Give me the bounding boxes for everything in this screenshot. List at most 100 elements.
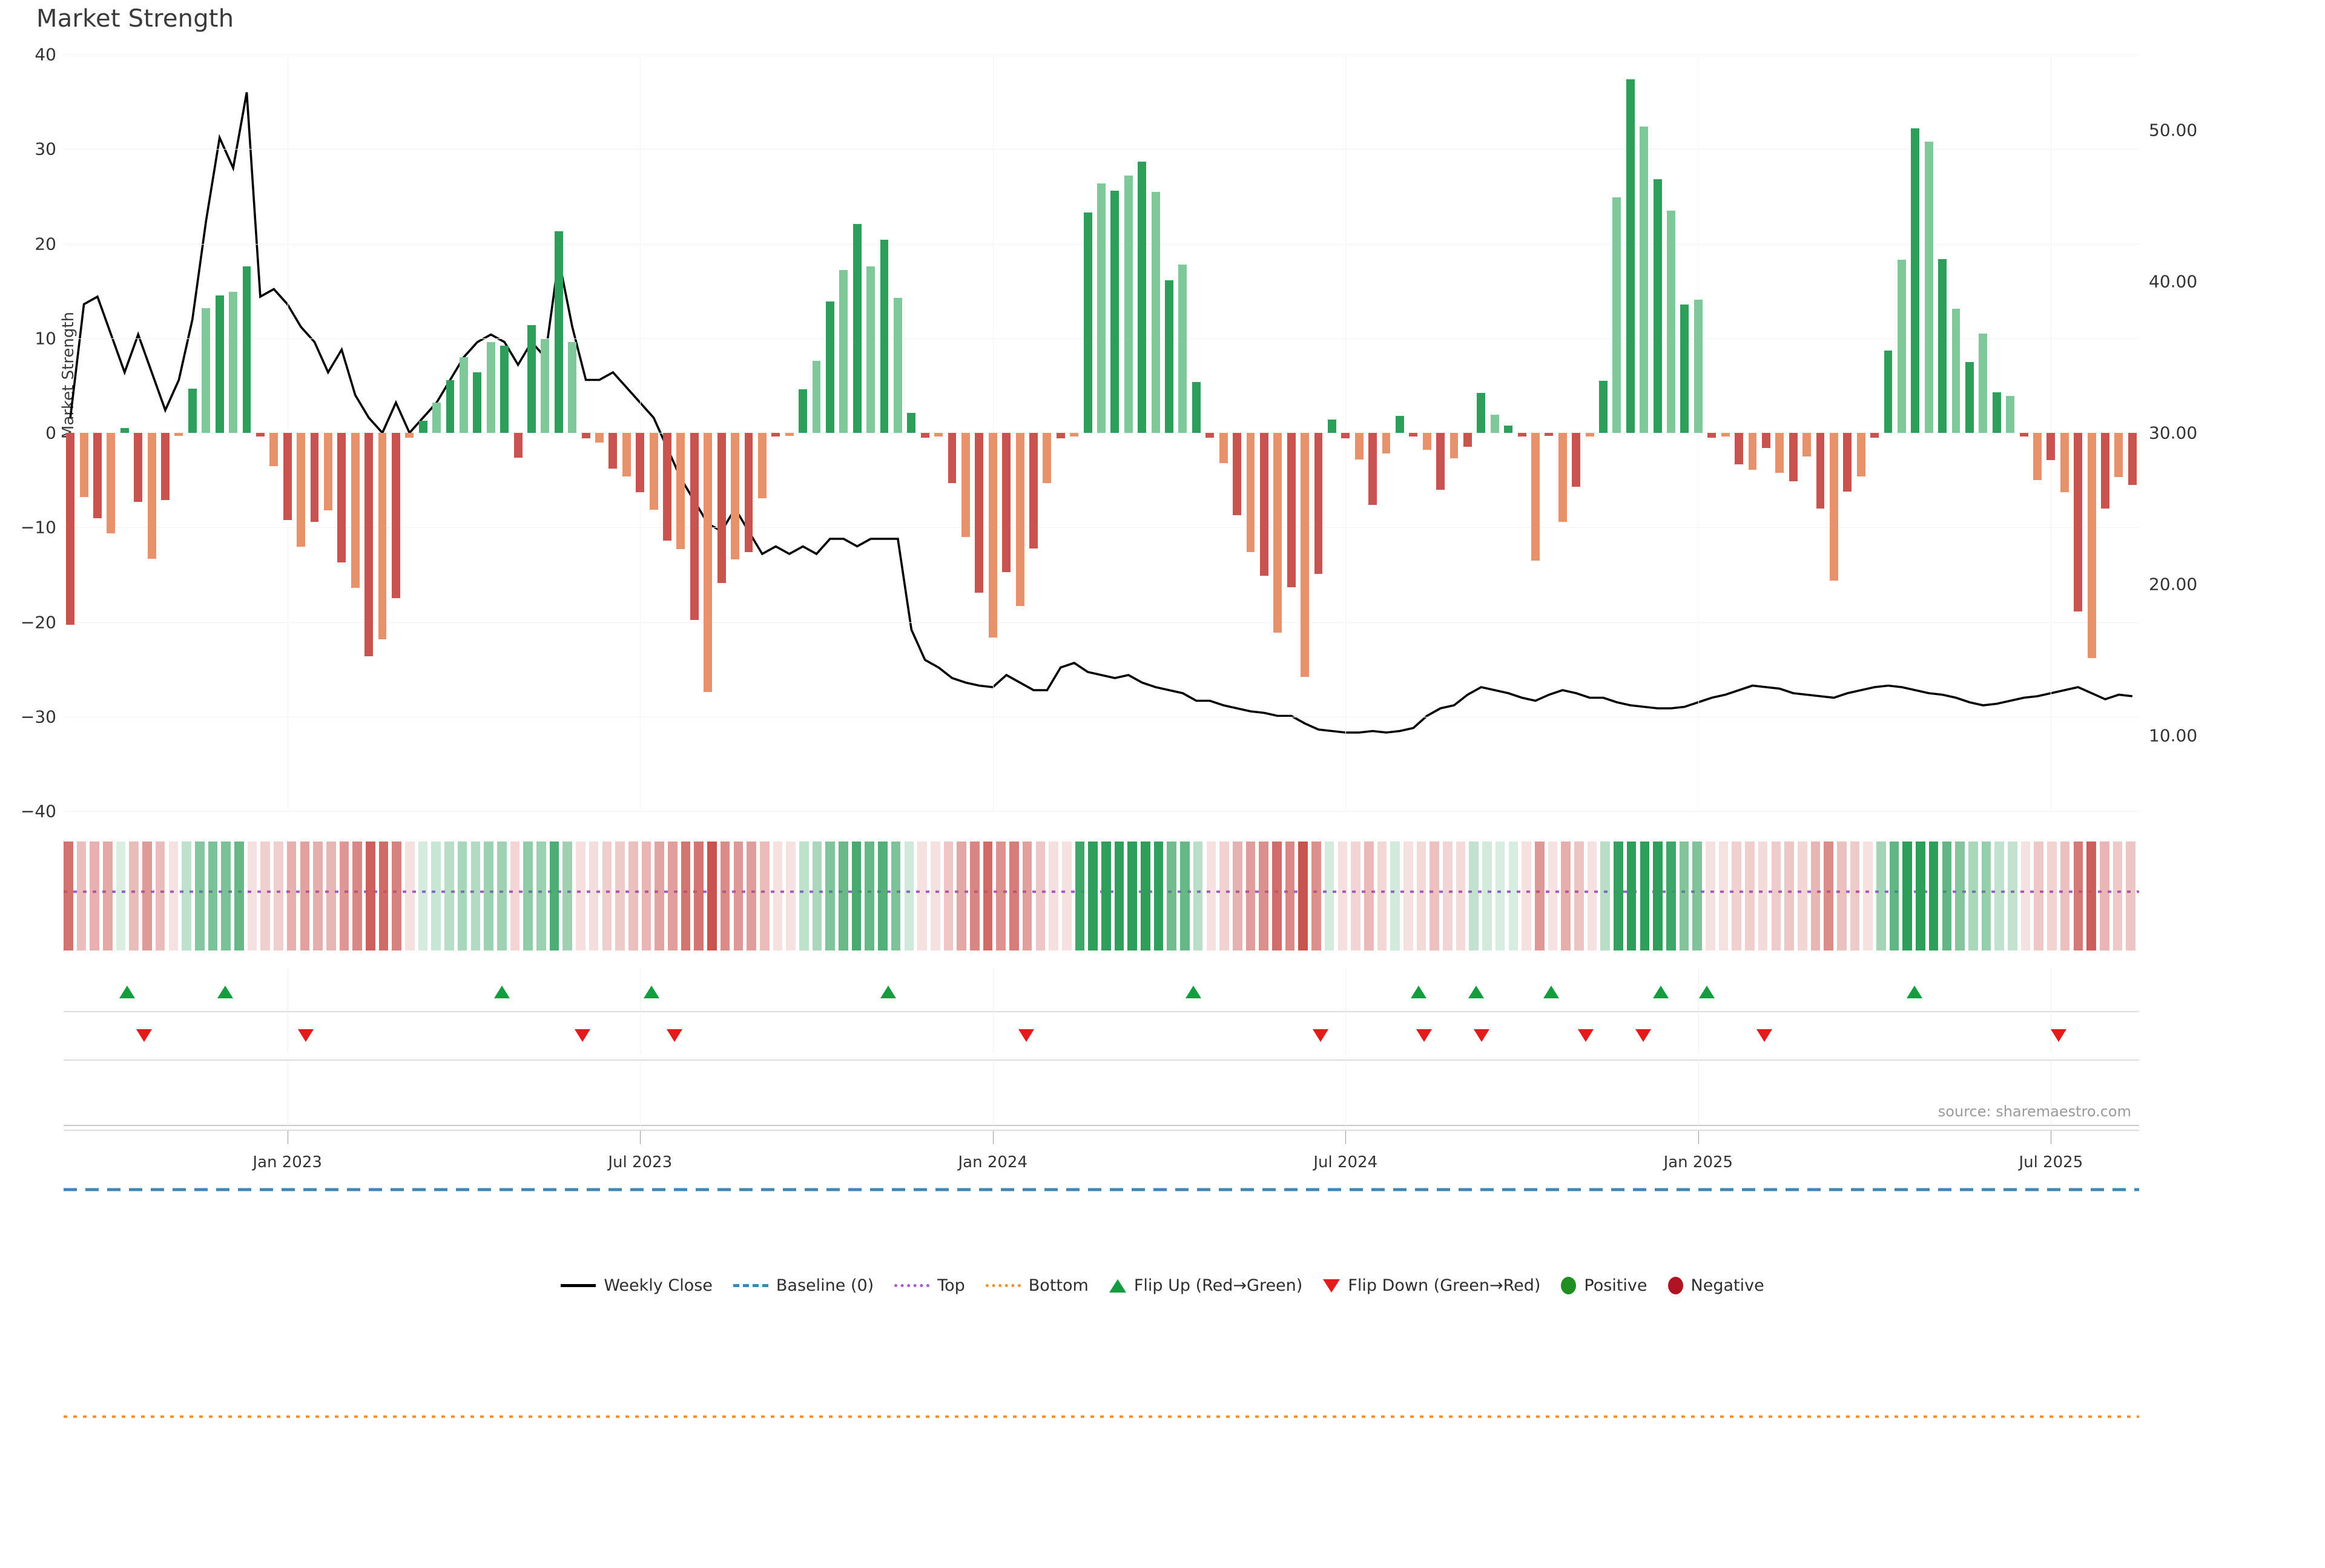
heatmap-cell: [1732, 842, 1742, 950]
heatmap-cell: [904, 842, 914, 950]
strength-bar: [351, 433, 360, 588]
bottom-blank-panel: [64, 1059, 2139, 1126]
legend-item-bottom[interactable]: Bottom: [985, 1276, 1089, 1295]
heatmap-cell: [1337, 842, 1348, 950]
flip-up-marker: [1543, 986, 1559, 998]
strength-bar: [364, 433, 374, 656]
heatmap-cell: [1101, 842, 1111, 950]
flip-down-marker: [575, 1029, 590, 1042]
legend-label: Top: [937, 1276, 965, 1295]
legend-label: Negative: [1690, 1276, 1764, 1295]
strength-bar: [581, 433, 590, 439]
legend-item-baseline-0[interactable]: Baseline (0): [733, 1276, 874, 1295]
strength-bar: [975, 433, 984, 593]
strength-bar: [1178, 264, 1187, 433]
heatmap-cell: [313, 842, 323, 950]
heatmap-cell: [431, 842, 441, 950]
flip-up-marker: [493, 986, 510, 998]
strength-bar: [405, 433, 414, 438]
strength-bar: [676, 433, 685, 550]
legend-item-top[interactable]: Top: [894, 1276, 965, 1295]
strength-bar: [1490, 415, 1499, 433]
strength-bar: [1259, 433, 1268, 576]
strength-bar: [1233, 433, 1241, 515]
strength-bar: [1327, 420, 1336, 433]
legend-label: Weekly Close: [604, 1276, 713, 1295]
strength-bar: [1382, 433, 1391, 454]
strength-bar: [1015, 433, 1024, 606]
y-axis-right-tick-label: 30.00: [2149, 423, 2198, 443]
heatmap-cell: [484, 842, 493, 950]
heatmap-cell: [1022, 842, 1032, 950]
heatmap-cell: [1745, 842, 1755, 950]
heatmap-cell: [247, 842, 257, 950]
heatmap-cell: [1784, 842, 1794, 950]
strength-bar: [229, 292, 237, 433]
y-axis-right-tick-label: 50.00: [2149, 120, 2198, 140]
heatmap-cell: [418, 842, 428, 950]
strength-bar: [1558, 433, 1567, 522]
flip-down-marker: [1018, 1029, 1035, 1042]
legend-item-negative[interactable]: Negative: [1667, 1276, 1764, 1295]
strength-bar: [880, 240, 889, 433]
strength-bar: [1680, 304, 1689, 433]
strength-bar: [1422, 433, 1431, 450]
strength-bar: [852, 223, 862, 433]
legend-item-flip-up-red-green[interactable]: Flip Up (Red→Green): [1109, 1276, 1302, 1295]
heatmap-cell: [523, 842, 533, 950]
heatmap-cell: [208, 842, 218, 950]
heatmap-cell: [957, 842, 966, 950]
strength-bar: [1192, 381, 1201, 433]
strength-bar: [174, 433, 183, 436]
heatmap-cell: [1390, 842, 1400, 950]
strength-bar: [2006, 396, 2015, 433]
strength-bar: [378, 433, 387, 639]
strength-bar: [554, 231, 563, 433]
heatmap-cell: [602, 842, 612, 950]
heatmap-cell: [1153, 842, 1164, 950]
strength-bar: [500, 346, 509, 433]
heatmap-cell: [681, 842, 691, 950]
strength-bar: [595, 433, 604, 443]
legend-label: Flip Down (Green→Red): [1348, 1276, 1541, 1295]
strength-bar: [771, 433, 780, 437]
heatmap-cell: [1534, 842, 1545, 950]
flip-up-marker: [119, 986, 135, 998]
legend-item-weekly-close[interactable]: Weekly Close: [561, 1276, 713, 1295]
strength-bar: [161, 433, 170, 500]
legend-item-flip-down-green-red[interactable]: Flip Down (Green→Red): [1323, 1276, 1540, 1295]
legend-label: Positive: [1584, 1276, 1647, 1295]
heatmap-cell: [2008, 842, 2017, 950]
strength-bar: [825, 301, 834, 433]
strength-bar: [1246, 433, 1255, 552]
vertical-gridline: [1345, 1059, 1347, 1126]
strength-bar: [1029, 433, 1038, 548]
legend-item-positive[interactable]: Positive: [1561, 1276, 1647, 1295]
y-axis-tick-label: 20: [35, 234, 56, 254]
y-axis-tick-label: 10: [35, 328, 56, 349]
heatmap-cell: [1285, 842, 1295, 950]
strength-bar: [1789, 433, 1798, 481]
strength-bar: [1517, 433, 1526, 437]
y-axis-right-tick-label: 20.00: [2149, 574, 2198, 595]
strength-bar: [432, 403, 441, 433]
strength-bar: [1979, 333, 1988, 433]
legend-label: Bottom: [1028, 1276, 1089, 1295]
heatmap-cell: [1061, 842, 1072, 950]
heatmap-cell: [1824, 842, 1833, 950]
panel-bottom-rule: [64, 1125, 2139, 1126]
strength-bar: [1884, 351, 1893, 433]
strength-bar: [1748, 433, 1757, 470]
heatmap-cell: [839, 842, 848, 950]
heatmap-cell: [116, 842, 126, 950]
heatmap-cell: [129, 842, 139, 950]
heatmap-cell: [1298, 842, 1308, 950]
strength-bar: [1301, 433, 1310, 677]
x-axis-tick-mark: [1698, 1131, 1699, 1144]
flip-up-marker: [1186, 986, 1202, 998]
heatmap-cell: [1245, 842, 1256, 950]
flip-up-marker: [880, 986, 896, 998]
y-axis-tick-label: −30: [20, 707, 56, 727]
strength-bar: [1504, 425, 1513, 433]
strength-bar: [731, 433, 739, 560]
